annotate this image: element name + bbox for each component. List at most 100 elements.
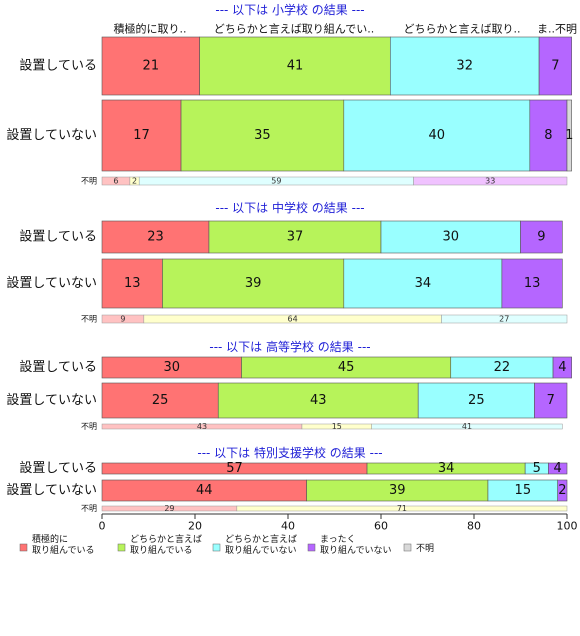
legend-swatch <box>403 543 412 552</box>
row-label: 設置している <box>19 58 97 74</box>
bar-value-label: 9 <box>537 230 545 245</box>
bar-segment <box>417 382 535 419</box>
bar-value-label: 23 <box>147 230 164 245</box>
bar-segment <box>217 382 419 419</box>
column-header: どちらかと言えば取り.. <box>404 23 521 36</box>
bar-segment <box>101 258 163 309</box>
bar-value-label: 1 <box>565 128 573 143</box>
bar-segment <box>180 99 345 172</box>
bar-segment <box>343 99 531 172</box>
bar-segment <box>566 99 572 172</box>
bar-value-label: 30 <box>163 360 180 375</box>
bar-segment <box>548 462 568 475</box>
unknown-value-label: 29 <box>164 504 174 513</box>
bar-segment <box>199 36 391 96</box>
bar-value-label: 57 <box>226 461 243 476</box>
bar-segment <box>501 258 563 309</box>
bar-segment <box>101 36 200 96</box>
row-label: 設置していない <box>6 127 97 143</box>
unknown-value-label: 59 <box>271 177 281 186</box>
bar-value-label: 25 <box>152 393 169 408</box>
unknown-value-label: 41 <box>462 422 472 431</box>
x-tick-label: 60 <box>374 520 388 533</box>
bar-value-label: 4 <box>558 360 566 375</box>
legend-swatch <box>307 543 316 552</box>
bar-value-label: 2 <box>558 483 566 498</box>
x-tick-label: 40 <box>281 520 295 533</box>
bar-segment <box>380 220 521 254</box>
unknown-value-label: 2 <box>132 177 137 186</box>
bar-value-label: 7 <box>551 59 559 74</box>
x-tick-label: 100 <box>557 520 578 533</box>
bar-segment <box>557 479 568 502</box>
unknown-value-label: 71 <box>397 504 407 513</box>
row-label: 設置していない <box>6 482 97 498</box>
x-tick-label: 20 <box>188 520 202 533</box>
unknown-value-label: 64 <box>288 315 298 324</box>
unknown-row-label: 不明 <box>81 422 97 431</box>
unknown-segment <box>413 176 568 186</box>
x-tick-label: 80 <box>467 520 481 533</box>
bar-value-label: 15 <box>515 483 532 498</box>
bar-segment <box>552 356 572 379</box>
section-title: --- 以下は 特別支援学校 の結果 --- <box>197 445 382 460</box>
bar-value-label: 37 <box>287 230 304 245</box>
row-label: 設置している <box>19 359 97 375</box>
legend-swatch <box>212 543 221 552</box>
bar-value-label: 41 <box>287 59 304 74</box>
column-header: 不明 <box>555 23 577 36</box>
unknown-value-label: 27 <box>499 315 509 324</box>
bar-segment <box>538 36 572 96</box>
bar-value-label: 13 <box>524 276 541 291</box>
unknown-value-label: 43 <box>197 422 207 431</box>
legend-label: 積極的に取り組んでいる <box>32 533 95 556</box>
bar-value-label: 44 <box>196 483 213 498</box>
unknown-segment <box>236 505 568 512</box>
bar-segment <box>520 220 563 254</box>
legend-label: まったく取り組んでいない <box>320 534 392 556</box>
bar-value-label: 5 <box>533 461 541 476</box>
bar-value-label: 8 <box>544 128 552 143</box>
section-title: --- 以下は 中学校 の結果 --- <box>215 200 364 215</box>
bar-value-label: 22 <box>494 360 511 375</box>
unknown-row-label: 不明 <box>81 315 97 324</box>
legend-label: どちらかと言えば取り組んでいない <box>225 533 297 556</box>
unknown-value-label: 15 <box>332 422 342 431</box>
row-label: 設置している <box>19 460 97 476</box>
unknown-row-label: 不明 <box>81 504 97 513</box>
bar-segment <box>534 382 568 419</box>
bar-value-label: 25 <box>468 393 485 408</box>
bar-value-label: 21 <box>143 59 160 74</box>
legend-label: どちらかと言えば取り組んでいる <box>130 533 202 556</box>
bar-segment <box>389 36 540 96</box>
column-header: どちらかと言えば取り組んでい.. <box>214 23 374 36</box>
bar-segment <box>101 382 219 419</box>
row-label: 設置していない <box>6 275 97 291</box>
bar-segment <box>101 99 182 172</box>
bar-value-label: 4 <box>554 461 562 476</box>
bar-value-label: 30 <box>442 230 459 245</box>
unknown-segment <box>371 423 563 430</box>
x-tick-label: 0 <box>99 520 106 533</box>
bar-segment <box>208 220 382 254</box>
column-header: ま.. <box>537 23 555 36</box>
bar-value-label: 34 <box>415 276 432 291</box>
section-title: --- 以下は 高等学校 の結果 --- <box>209 339 370 354</box>
bar-segment <box>343 258 503 309</box>
bar-segment <box>529 99 568 172</box>
bar-value-label: 35 <box>254 128 271 143</box>
bar-value-label: 7 <box>547 393 555 408</box>
unknown-segment <box>441 314 568 324</box>
unknown-row-label: 不明 <box>81 177 97 186</box>
bar-value-label: 13 <box>124 276 141 291</box>
bar-value-label: 34 <box>438 461 455 476</box>
unknown-value-label: 33 <box>485 177 495 186</box>
bar-value-label: 39 <box>389 483 406 498</box>
legend-label: 不明 <box>416 543 434 554</box>
legend-swatch <box>117 543 126 552</box>
unknown-value-label: 6 <box>113 177 118 186</box>
row-label: 設置している <box>19 229 97 245</box>
bar-value-label: 40 <box>429 128 446 143</box>
bar-value-label: 17 <box>133 128 150 143</box>
